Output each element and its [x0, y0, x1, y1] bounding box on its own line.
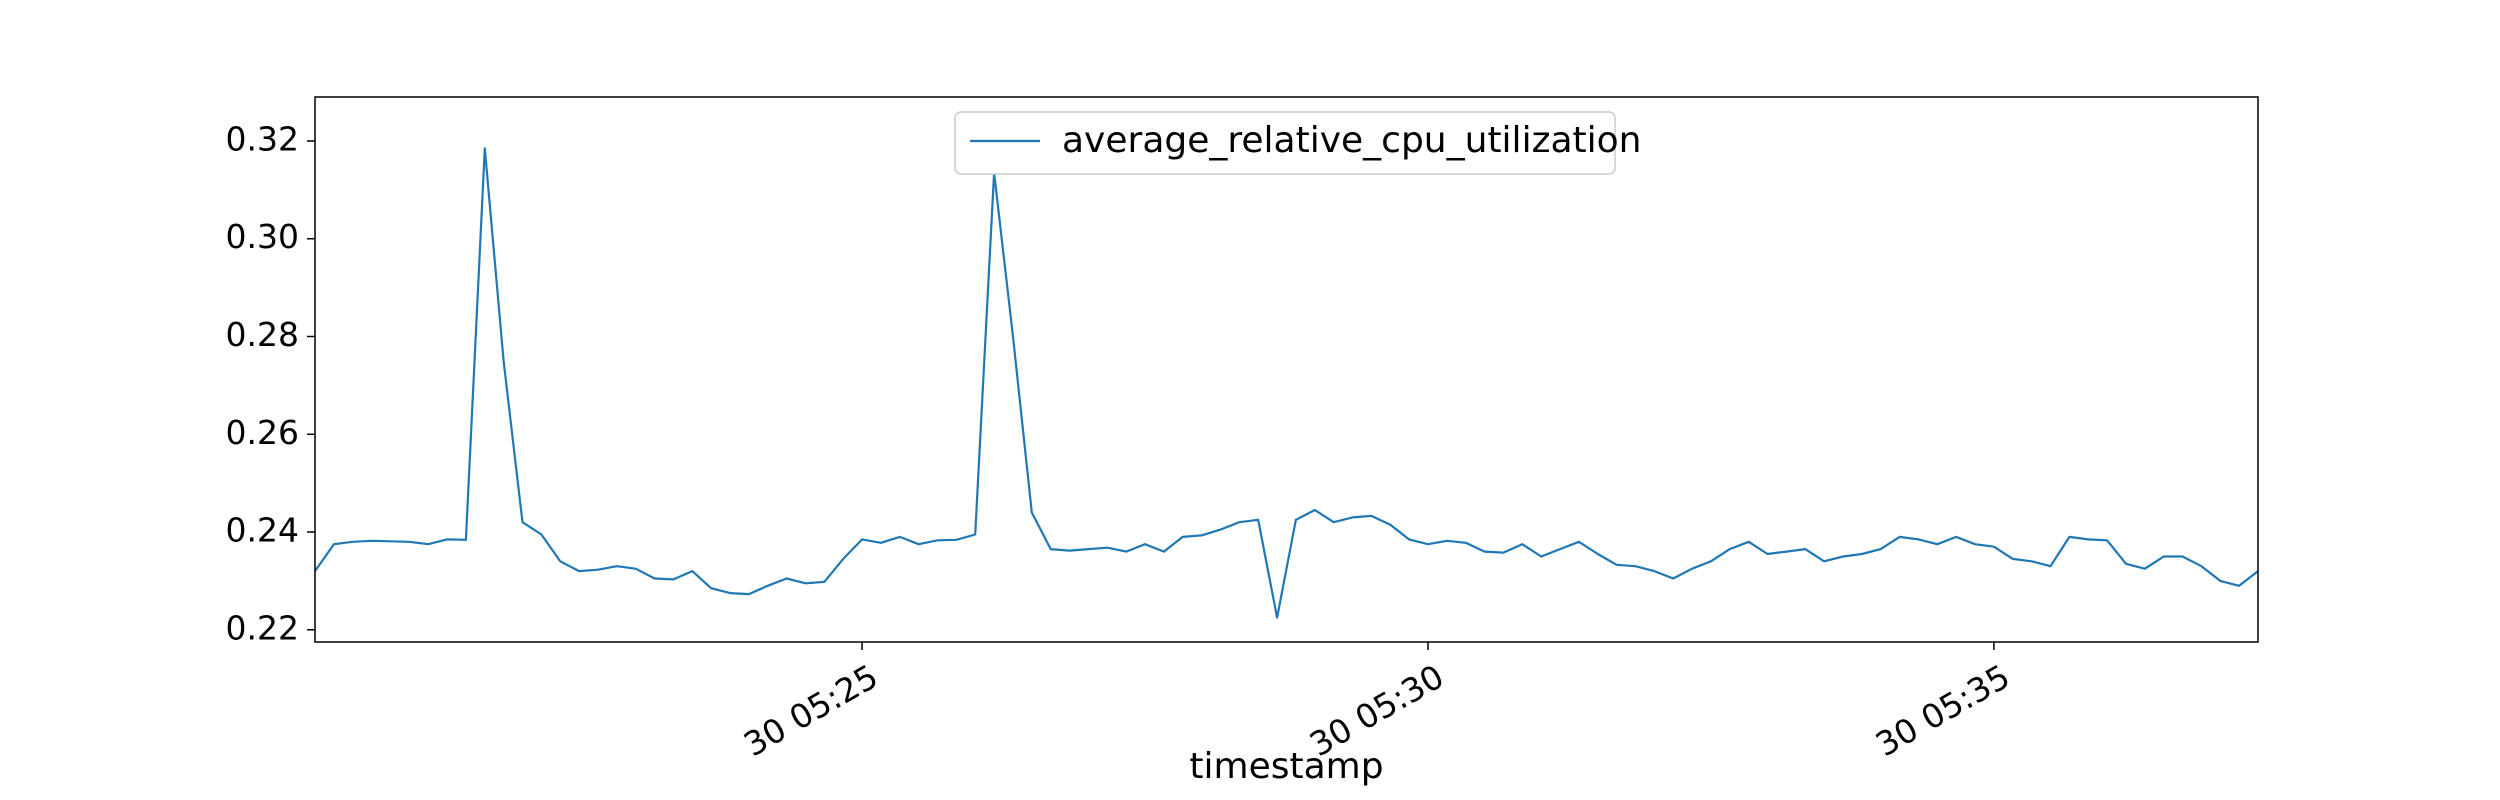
x-axis-label: timestamp: [1189, 746, 1383, 787]
y-tick-label: 0.22: [226, 608, 299, 647]
legend: average_relative_cpu_utilization: [954, 111, 1641, 175]
x-tick-label: 30 05:25: [737, 657, 884, 765]
y-tick-label: 0.28: [226, 315, 299, 354]
y-tick-label: 0.30: [226, 217, 299, 256]
x-tick-label: 30 05:35: [1869, 657, 2016, 765]
y-tick-label: 0.32: [226, 119, 299, 158]
y-tick-label: 0.24: [226, 511, 299, 550]
legend-box: [954, 111, 1616, 175]
plot-frame: [314, 96, 2259, 643]
y-tick-label: 0.26: [226, 413, 299, 452]
series-line-average-relative-cpu-utilization: [314, 147, 2259, 619]
legend-label: average_relative_cpu_utilization: [1062, 120, 1641, 161]
y-axis-ticks: 0.22 0.24 0.26 0.28 0.30 0.32: [226, 119, 315, 647]
